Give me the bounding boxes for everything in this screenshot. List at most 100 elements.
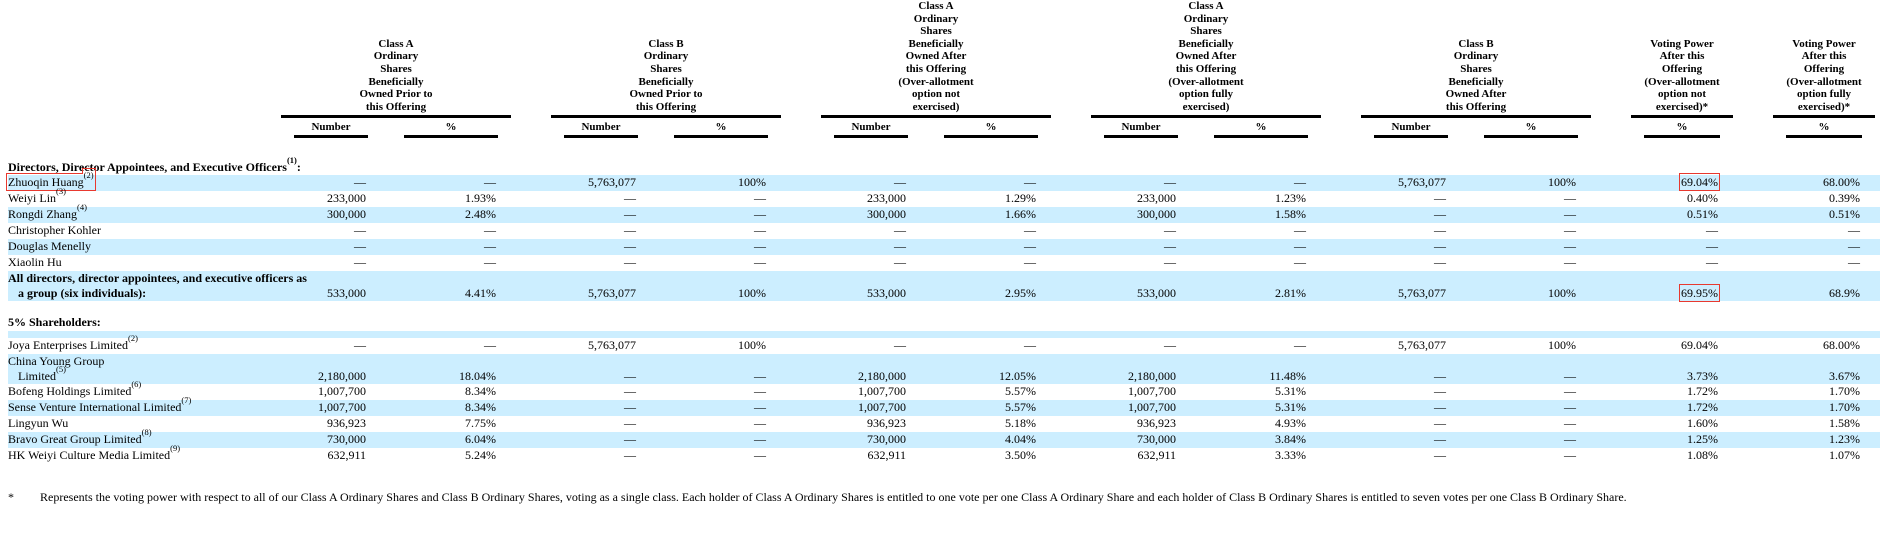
cell-value: 0.51%: [1687, 207, 1719, 222]
row-gap: [1056, 384, 1086, 400]
footnote-ref: (9): [170, 442, 181, 453]
cell-value: —: [1706, 223, 1719, 238]
cell-value: 1.72%: [1687, 384, 1719, 399]
table-row: Bofeng Holdings Limited(6) 1,007,700 8.34%…: [8, 378, 1880, 400]
header-sub-row: Number% Number% Number% Number% Number%%%: [8, 118, 1880, 139]
cell-value: —: [624, 207, 636, 222]
cell-value: 0.39%: [1829, 191, 1861, 206]
row-label: All directors, director appointees, and …: [8, 271, 307, 301]
header-gap: [1056, 118, 1086, 138]
footnote-ref: (7): [181, 394, 192, 405]
cell-value: 730,000: [327, 432, 366, 447]
column-subheader: Number: [276, 118, 386, 139]
cell-value: —: [894, 223, 906, 238]
row-gap: [1326, 223, 1356, 239]
cell-value: —: [354, 239, 366, 254]
cell-value: 936,923: [1137, 416, 1176, 431]
row-label: HK Weiyi Culture Media Limited(9): [8, 442, 181, 463]
row-label: Joya Enterprises Limited(2): [8, 332, 138, 353]
column-group-header: Class A Ordinary Shares Beneficially Own…: [1086, 0, 1326, 119]
cell-value: —: [624, 448, 636, 463]
table-row: Directors, Director Appointees, and Exec…: [8, 138, 1880, 175]
row-gap: [1056, 400, 1086, 416]
row-gap: [1738, 191, 1768, 207]
row-gap: [1056, 416, 1086, 432]
column-subheader-label: %: [1644, 120, 1721, 139]
cell-value: —: [1024, 223, 1036, 238]
row-label: Bravo Great Group Limited(8): [8, 426, 152, 447]
row-gap: [516, 432, 546, 448]
row-gap: [1738, 432, 1768, 448]
row-label: Bofeng Holdings Limited(6): [8, 378, 142, 399]
row-gap: [786, 191, 816, 207]
table-row: All directors, director appointees, and …: [8, 271, 1881, 303]
cell-value: —: [1706, 239, 1719, 254]
row-gap: [1738, 207, 1768, 223]
cell-value: —: [1294, 239, 1306, 254]
annotation-box: 69.04%: [1679, 173, 1721, 192]
footnote-ref: (1): [286, 154, 297, 165]
cell-value: —: [1294, 175, 1306, 190]
cell-value: —: [1564, 400, 1577, 415]
table-row: [8, 331, 1881, 339]
column-group-header: Class B Ordinary Shares Beneficially Own…: [546, 0, 786, 119]
cell-value: —: [1564, 207, 1577, 222]
cell-value: —: [754, 191, 766, 206]
table-row: Bravo Great Group Limited(8) 730,000 6.04%…: [8, 426, 1881, 449]
column-subheader: Number: [1086, 118, 1196, 139]
cell-value: 1.29%: [1005, 191, 1036, 206]
cell-value: 100%: [738, 175, 766, 190]
cell-value: —: [354, 223, 366, 238]
cell-value: —: [1164, 255, 1176, 270]
row-gap: [786, 255, 816, 271]
header-gap: [1596, 118, 1626, 138]
row-gap: [1326, 384, 1356, 400]
row-gap: [1056, 175, 1086, 191]
column-subheader-label: Number: [1104, 120, 1178, 139]
cell-value: 1.08%: [1687, 448, 1719, 463]
cell-value: 533,000: [327, 286, 366, 301]
row-gap: [516, 207, 546, 223]
row-gap: [1056, 255, 1086, 271]
row-gap: [1056, 223, 1086, 239]
cell-value: —: [624, 384, 636, 399]
column-group-header: Class A Ordinary Shares Beneficially Own…: [816, 0, 1056, 119]
cell-value: 2,180,000: [318, 369, 366, 384]
cell-value: —: [754, 207, 766, 222]
cell-value: 8.34%: [465, 384, 496, 399]
footnote-ref: (4): [77, 201, 87, 212]
cell-value: 1.93%: [465, 191, 496, 206]
row-gap: [1738, 384, 1768, 400]
header-corner: [8, 118, 276, 138]
cell-value: —: [1564, 191, 1577, 206]
cell-value: 5,763,077: [588, 338, 636, 353]
cell-value: 100%: [1548, 338, 1577, 353]
cell-value: —: [754, 432, 766, 447]
cell-value: 100%: [738, 338, 766, 353]
column-subheader-label: %: [1214, 120, 1308, 139]
cell-value: 68.00%: [1823, 338, 1861, 353]
column-subheader: %: [656, 118, 786, 139]
cell-value: —: [754, 448, 766, 463]
cell-value: 1.70%: [1829, 384, 1861, 399]
cell-value: —: [1434, 191, 1446, 206]
row-label-line: a group (six individuals):: [18, 286, 147, 301]
cell-value: —: [1848, 223, 1861, 238]
row-label-line: All directors, director appointees, and …: [8, 271, 307, 286]
header-gap: [1056, 0, 1086, 118]
cell-value: —: [754, 416, 766, 431]
column-subheader-label: Number: [564, 120, 638, 139]
cell-value: 300,000: [867, 207, 906, 222]
header-gap: [1326, 0, 1356, 118]
column-subheader-label: %: [1484, 120, 1579, 139]
cell-value: 4.93%: [1275, 416, 1306, 431]
column-group-header: Voting Power After this Offering (Over-a…: [1626, 0, 1738, 119]
cell-value: 100%: [1548, 286, 1577, 301]
row-gap: [1056, 448, 1086, 464]
row-label: Sense Venture International Limited(7): [8, 394, 192, 415]
row-gap: [1326, 191, 1356, 207]
row-gap: [1596, 400, 1626, 416]
row-gap: [1738, 354, 1768, 384]
ownership-table: Class A Ordinary Shares Beneficially Own…: [6, 0, 1881, 464]
